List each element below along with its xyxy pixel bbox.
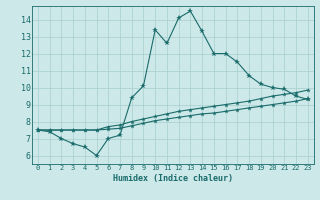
X-axis label: Humidex (Indice chaleur): Humidex (Indice chaleur) <box>113 174 233 183</box>
